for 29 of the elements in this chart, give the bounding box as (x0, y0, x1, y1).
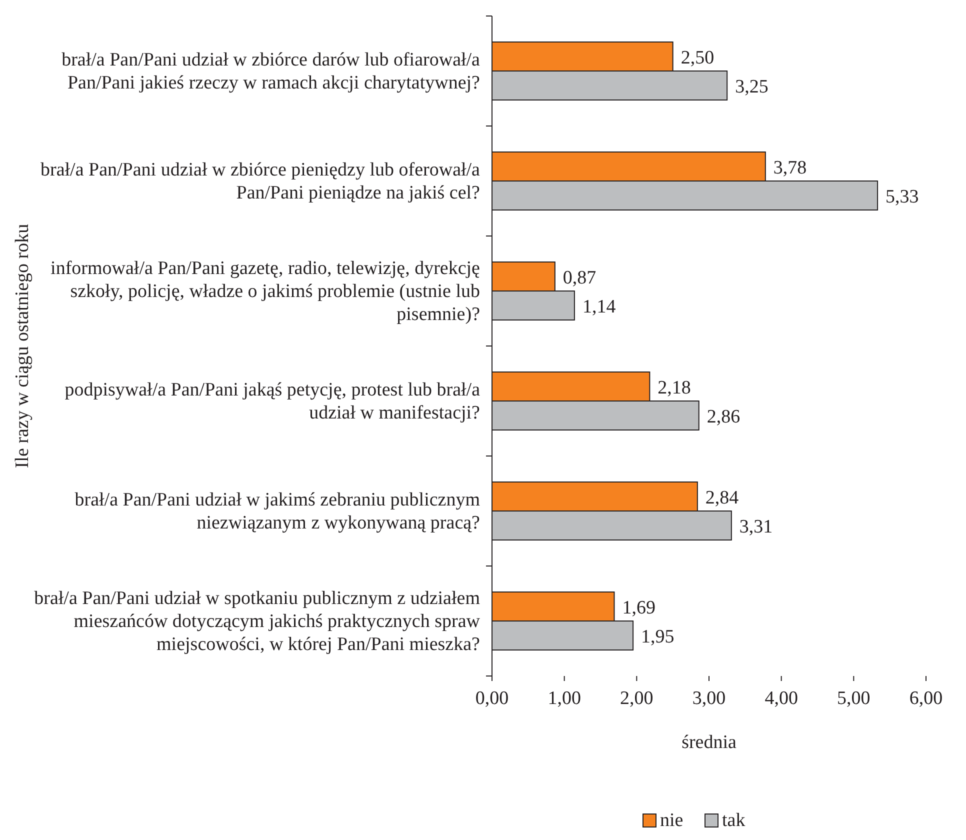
x-tick-label: 1,00 (548, 688, 581, 709)
y-tick-label: informował/a Pan/Pani gazetę, radio, telewizję, dyrekcję szkoły, policję, władze o jakimś problemie (ustnie lub pisemnie)? (50, 258, 480, 325)
x-axis-title: średnia (682, 732, 737, 753)
x-tick-label: 4,00 (764, 688, 798, 709)
data-label: 1,69 (622, 598, 656, 618)
x-tick-label: 5,00 (837, 688, 870, 709)
data-label: 2,18 (658, 378, 691, 398)
data-label: 5,33 (886, 186, 919, 208)
data-label: 1,14 (582, 296, 616, 318)
data-label: 0,87 (562, 268, 596, 288)
data-label: 2,50 (680, 48, 714, 68)
y-axis-title: Ile razy w ciągu ostatniego roku (12, 223, 33, 468)
y-tick-label: brał/a Pan/Pani udział w zbiórce darów lub ofiarował/a Pan/Pani jakieś rzeczy w ramach akcji charytatywnej? (62, 50, 481, 94)
x-tick-label: 0,00 (475, 688, 509, 709)
legend-label: nie (660, 810, 684, 831)
data-label: 2,84 (705, 488, 740, 508)
y-tick-label: brał/a Pan/Pani udział w jakimś zebraniu publicznym niezwiązanym z wykonywaną pracą? (74, 490, 480, 534)
x-tick-label: 6,00 (909, 688, 943, 709)
data-label: 3,31 (739, 516, 773, 538)
x-tick-label: 3,00 (692, 688, 726, 709)
y-tick-label: brał/a Pan/Pani udział w zbiórce pieniędzy lub oferował/a Pan/Pani pieniądze na jakiś cel? (40, 160, 481, 204)
x-tick-label: 2,00 (620, 688, 654, 709)
legend-label: tak (722, 810, 746, 831)
data-label: 3,78 (773, 158, 807, 178)
data-label: 1,95 (641, 626, 674, 648)
y-tick-label: podpisywał/a Pan/Pani jakąś petycję, protest lub brał/a udział w manifestacji? (64, 380, 481, 424)
data-label: 3,25 (735, 76, 768, 98)
data-label: 2,86 (706, 406, 740, 428)
y-tick-label: brał/a Pan/Pani udział w spotkaniu publicznym z udziałem mieszańców dotyczącym jakichś praktycznych spraw miejscowości, w której Pan/Pani mieszka? (34, 588, 480, 655)
